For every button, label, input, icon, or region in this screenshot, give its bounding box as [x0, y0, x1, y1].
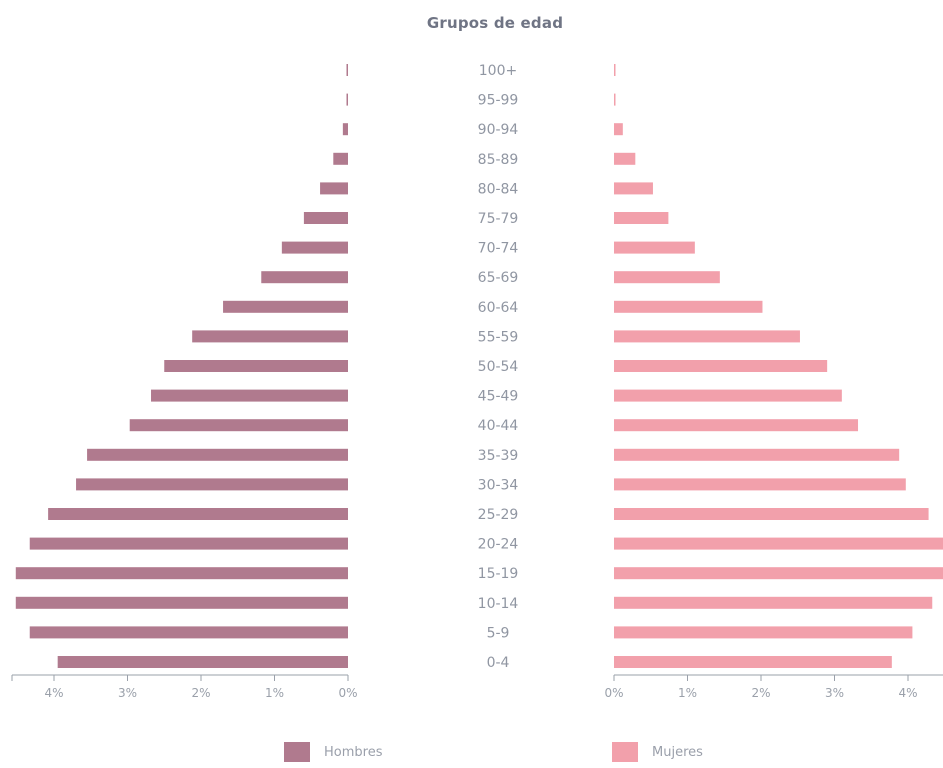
bar-men-95-99[interactable] — [346, 93, 349, 106]
bar-men-40-44[interactable] — [129, 419, 348, 432]
age-label-20-24: 20-24 — [478, 537, 519, 553]
bar-women-60-64[interactable] — [614, 300, 763, 313]
bar-women-45-49[interactable] — [614, 389, 842, 402]
bar-men-20-24[interactable] — [29, 537, 349, 550]
age-label-30-34: 30-34 — [478, 477, 519, 493]
age-label-90-94: 90-94 — [478, 122, 519, 138]
right-tick-label: 2% — [751, 686, 770, 700]
bar-women-70-74[interactable] — [614, 241, 695, 254]
bar-men-100+[interactable] — [346, 64, 349, 76]
bar-men-85-89[interactable] — [333, 152, 348, 165]
bar-women-75-79[interactable] — [614, 212, 669, 224]
left-tick-label: 2% — [191, 686, 210, 700]
bar-women-20-24[interactable] — [614, 537, 943, 550]
age-label-35-39: 35-39 — [478, 448, 519, 464]
bar-women-35-39[interactable] — [614, 448, 900, 461]
age-label-55-59: 55-59 — [478, 329, 519, 345]
bar-men-70-74[interactable] — [281, 241, 348, 254]
legend-swatch-men — [284, 742, 310, 762]
bar-men-30-34[interactable] — [76, 478, 349, 491]
bar-women-25-29[interactable] — [614, 508, 929, 520]
bar-women-80-84[interactable] — [614, 182, 653, 195]
legend-item-women[interactable]: Mujeres — [612, 742, 703, 762]
right-tick-label: 0% — [604, 686, 623, 700]
right-tick-label: 3% — [825, 686, 844, 700]
age-label-95-99: 95-99 — [478, 93, 519, 109]
women-bars — [614, 64, 943, 668]
age-label-70-74: 70-74 — [478, 241, 519, 257]
bar-women-95-99[interactable] — [614, 93, 616, 106]
age-label-25-29: 25-29 — [478, 507, 519, 523]
age-label-5-9: 5-9 — [487, 625, 510, 641]
bar-men-35-39[interactable] — [87, 448, 348, 461]
bar-women-40-44[interactable] — [614, 419, 859, 432]
age-label-85-89: 85-89 — [478, 152, 519, 168]
bar-men-60-64[interactable] — [223, 300, 348, 313]
age-label-15-19: 15-19 — [478, 566, 519, 582]
legend-swatch-women — [612, 742, 638, 762]
bar-women-85-89[interactable] — [614, 152, 636, 165]
age-label-80-84: 80-84 — [478, 181, 519, 197]
bar-men-15-19[interactable] — [15, 567, 349, 580]
bar-men-45-49[interactable] — [151, 389, 348, 402]
age-label-100+: 100+ — [479, 63, 517, 79]
age-label-10-14: 10-14 — [478, 596, 519, 612]
bar-women-65-69[interactable] — [614, 271, 720, 284]
bar-women-90-94[interactable] — [614, 123, 623, 136]
age-label-50-54: 50-54 — [478, 359, 519, 375]
left-tick-label: 3% — [118, 686, 137, 700]
age-label-75-79: 75-79 — [478, 211, 519, 227]
bar-women-55-59[interactable] — [614, 330, 800, 343]
bar-men-10-14[interactable] — [15, 596, 349, 609]
bar-women-100+[interactable] — [614, 64, 616, 76]
bar-men-0-4[interactable] — [57, 656, 349, 668]
age-label-40-44: 40-44 — [478, 418, 519, 434]
bar-men-75-79[interactable] — [303, 212, 348, 224]
bar-women-15-19[interactable] — [614, 567, 943, 580]
age-group-labels: 100+ 95-99 90-94 85-89 80-84 75-79 70-74 65-69 6… — [478, 63, 519, 671]
chart-title: Grupos de edad — [426, 14, 564, 32]
bar-men-55-59[interactable] — [192, 330, 348, 343]
right-tick-label: 4% — [898, 686, 917, 700]
left-tick-label: 4% — [44, 686, 63, 700]
axes: 4% 3% 2% 1% 0% 0% 1% 2% 3% 4% — [11, 674, 943, 700]
bar-women-10-14[interactable] — [614, 596, 933, 609]
age-label-60-64: 60-64 — [478, 300, 519, 316]
bar-men-25-29[interactable] — [48, 508, 349, 520]
bar-women-50-54[interactable] — [614, 360, 828, 372]
men-bars — [15, 64, 349, 668]
bar-men-80-84[interactable] — [320, 182, 348, 195]
bar-women-0-4[interactable] — [614, 656, 892, 668]
bar-women-5-9[interactable] — [614, 626, 913, 639]
bar-men-65-69[interactable] — [261, 271, 348, 284]
age-label-65-69: 65-69 — [478, 270, 519, 286]
legend-label-women: Mujeres — [652, 744, 703, 760]
legend: Hombres Mujeres — [0, 742, 943, 768]
legend-label-men: Hombres — [324, 744, 383, 760]
bar-men-5-9[interactable] — [29, 626, 349, 639]
right-tick-label: 1% — [678, 686, 697, 700]
bar-men-50-54[interactable] — [164, 360, 348, 372]
left-tick-label: 0% — [338, 686, 357, 700]
bar-men-90-94[interactable] — [342, 123, 348, 136]
bar-women-30-34[interactable] — [614, 478, 906, 491]
age-label-0-4: 0-4 — [487, 655, 510, 671]
left-tick-label: 1% — [265, 686, 284, 700]
age-label-45-49: 45-49 — [478, 389, 519, 405]
legend-item-men[interactable]: Hombres — [284, 742, 382, 762]
